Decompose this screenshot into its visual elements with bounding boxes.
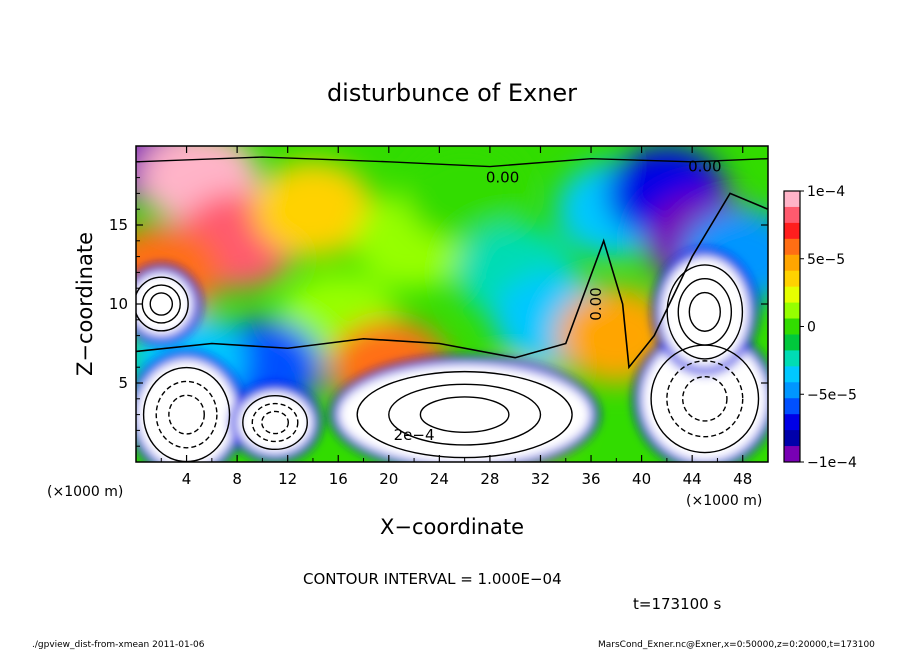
x-tick-label: 48 (733, 470, 752, 488)
x-tick-label: 20 (379, 470, 398, 488)
y-tick-label: 15 (109, 216, 128, 234)
colorbar-swatch (784, 318, 800, 335)
y-tick-label: 5 (118, 374, 128, 392)
colorbar-swatch (784, 191, 800, 208)
colorbar-swatch (784, 350, 800, 367)
contour-line (681, 375, 728, 422)
contour-lines: 0.00 0.00 0.00 2e−4 (136, 156, 768, 462)
contour-label: 0.00 (587, 287, 605, 320)
contour-line (136, 276, 189, 332)
footer-right: MarsCond_Exner.nc@Exner,x=0:50000,z=0:20… (598, 640, 875, 650)
y-tick-label: 10 (109, 295, 128, 313)
x-tick-label: 8 (232, 470, 242, 488)
contour-zero-line (136, 192, 768, 370)
y-axis-ticks: 5 10 15 (109, 161, 768, 447)
y-axis-label: Z−coordinate (73, 232, 97, 376)
saturated-region (136, 359, 238, 462)
x-tick-label: 44 (683, 470, 702, 488)
colorbar-tick-label: 1e−4 (807, 184, 845, 200)
colorbar-swatch (784, 286, 800, 304)
colorbar-swatch (784, 238, 800, 256)
contour-line (388, 383, 542, 446)
chart-title: disturbunce of Exner (327, 79, 577, 107)
colorbar-swatch (784, 206, 800, 224)
contour-line (261, 410, 290, 435)
x-unit-right: (×1000 m) (686, 493, 762, 509)
contour-interval-text: CONTOUR INTERVAL = 1.000E−04 (303, 570, 562, 588)
contour-line (688, 291, 721, 332)
colorbar-swatch (784, 222, 800, 240)
contour-line (677, 278, 733, 346)
contour-line (149, 292, 174, 316)
x-tick-label: 36 (581, 470, 600, 488)
x-tick-label: 32 (531, 470, 550, 488)
colorbar-swatch (784, 334, 800, 351)
x-tick-label: 40 (632, 470, 651, 488)
saturated-region (237, 390, 313, 455)
footer-left: ./gpview_dist-from-xmean 2011-01-06 (32, 640, 205, 650)
contour-line (251, 402, 299, 443)
contour-line (356, 370, 573, 459)
colorbar: 1e−4 5e−5 0 −5e−5 −1e−4 (783, 184, 857, 471)
contour-line (242, 394, 308, 451)
colorbar-tick-label: −5e−5 (807, 387, 857, 403)
heatmap-field (136, 146, 768, 462)
x-axis-ticks: 4 8 12 16 20 24 28 32 36 40 44 48 (160, 146, 752, 488)
saturated-region (641, 335, 768, 462)
contour-label: 0.00 (486, 168, 519, 186)
contour-line (155, 380, 218, 449)
colorbar-swatch (784, 398, 800, 415)
colorbar-swatch (784, 430, 800, 447)
field-white-layer (136, 248, 768, 462)
x-tick-label: 28 (480, 470, 499, 488)
colorbar-swatch (784, 382, 800, 399)
field-region (252, 161, 373, 258)
x-tick-label: 16 (329, 470, 348, 488)
colorbar-tick-label: 5e−5 (807, 252, 845, 268)
colorbar-tick-label: 0 (807, 320, 816, 336)
contour-top-line (136, 156, 768, 168)
time-text: t=173100 s (633, 595, 721, 613)
contour-label: 2e−4 (394, 426, 435, 444)
x-tick-label: 12 (278, 470, 297, 488)
contour-line (419, 396, 510, 433)
colorbar-swatch (784, 302, 800, 320)
colorbar-tick-label: −1e−4 (807, 455, 857, 471)
x-axis-label: X−coordinate (380, 515, 524, 539)
colorbar-swatch (784, 254, 800, 272)
contour-line (168, 394, 205, 435)
colorbar-swatch (784, 366, 800, 383)
saturated-region (338, 364, 592, 462)
colorbar-swatch (784, 270, 800, 288)
contour-label: 0.00 (688, 157, 721, 175)
colorbar-swatch (784, 414, 800, 431)
x-unit-left: (×1000 m) (47, 484, 123, 500)
saturated-region (660, 256, 750, 368)
contour-line (666, 360, 744, 438)
x-tick-label: 24 (430, 470, 449, 488)
field-region (404, 146, 525, 242)
contour-line (666, 264, 744, 360)
colorbar-swatch (784, 446, 800, 463)
x-tick-label: 4 (182, 470, 192, 488)
